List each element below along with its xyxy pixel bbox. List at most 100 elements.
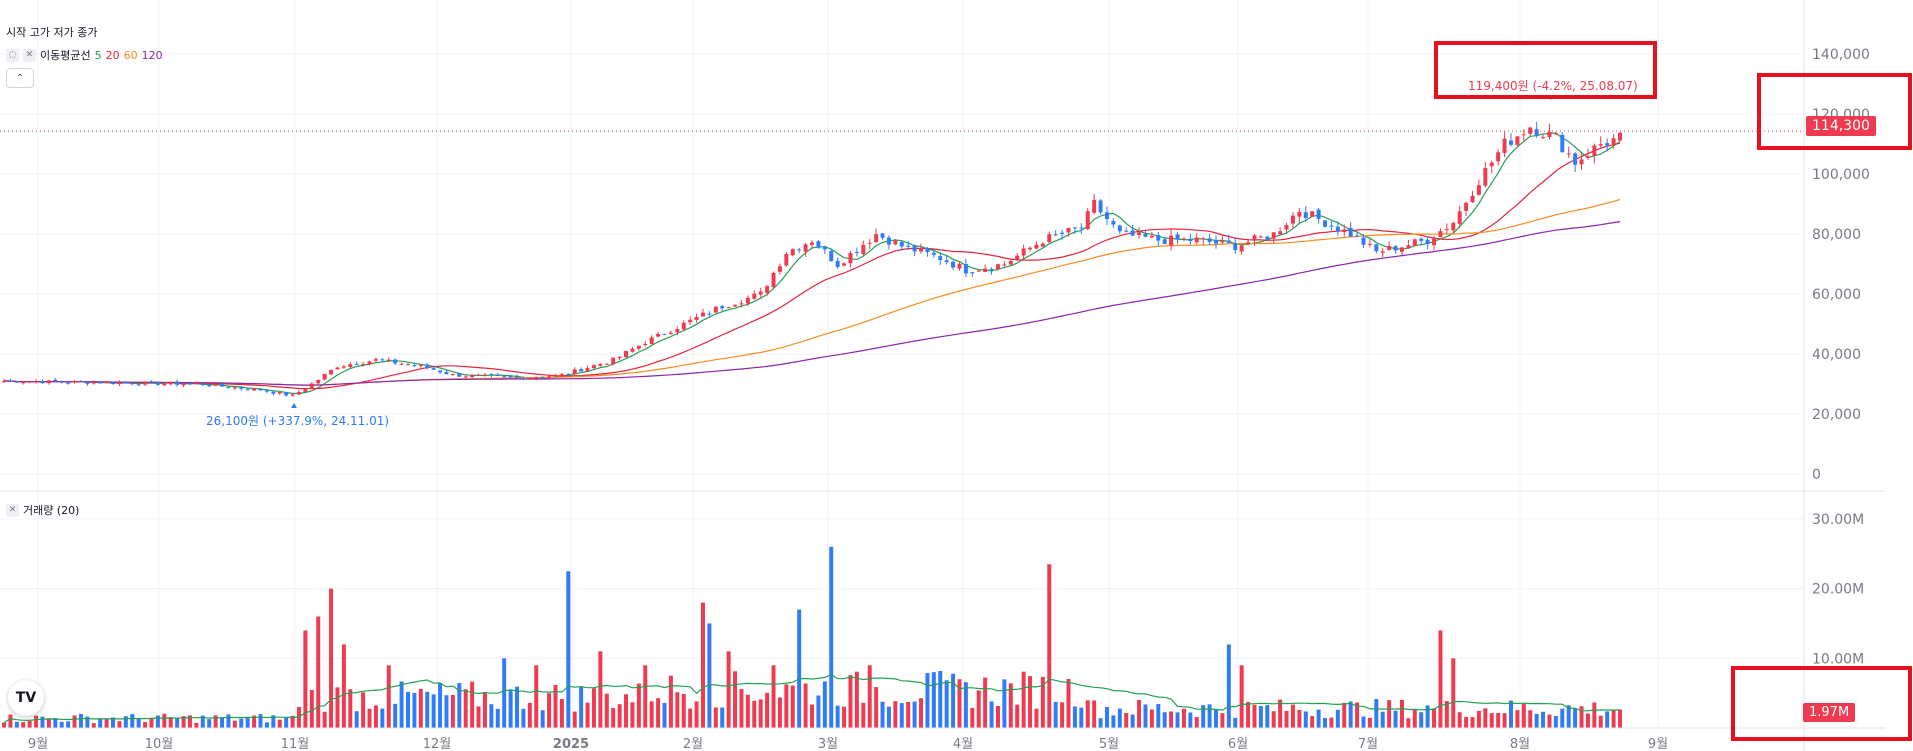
candle-body <box>656 333 661 337</box>
volume-bar <box>1040 676 1045 728</box>
volume-bar <box>912 701 917 728</box>
candle-body <box>1380 251 1385 253</box>
volume-bar <box>380 708 385 728</box>
ma-period-5: 5 <box>94 48 102 62</box>
candle-body <box>1169 235 1174 246</box>
volume-bar <box>21 722 26 728</box>
candle-body <box>1496 152 1501 162</box>
candle-body <box>168 381 173 385</box>
close-icon[interactable]: ✕ <box>23 48 36 62</box>
volume-bar <box>1034 708 1039 728</box>
candle-body <box>970 272 975 274</box>
volume-bar <box>1457 712 1462 728</box>
candle-body <box>1130 230 1135 236</box>
ma120-line <box>4 221 1621 386</box>
candle-body <box>1592 145 1597 156</box>
volume-bar <box>162 713 167 728</box>
volume-bar <box>1028 676 1033 728</box>
volume-bar <box>1220 713 1225 728</box>
candle-body <box>21 382 26 384</box>
candle-body <box>8 380 13 382</box>
candle-body <box>213 384 218 386</box>
volume-bar <box>861 702 866 728</box>
volume-bar <box>284 716 289 728</box>
volume-bar <box>149 718 154 728</box>
close-icon[interactable]: ✕ <box>6 503 19 517</box>
volume-bar <box>213 715 218 728</box>
ma20-line <box>4 142 1621 390</box>
volume-bar <box>1508 700 1513 728</box>
candle-body <box>1585 156 1590 158</box>
candle-body <box>1246 242 1251 245</box>
ma-legend[interactable]: ◌ ✕ 이동평균선 5 20 60 120 <box>6 47 163 63</box>
candle-body <box>1047 234 1052 242</box>
volume-bar <box>175 718 180 728</box>
candle-body <box>707 313 712 315</box>
candle-body <box>803 244 808 252</box>
candle-body <box>1528 127 1533 134</box>
candle-body <box>919 248 924 252</box>
highlight-box-last-volume <box>1731 666 1912 741</box>
volume-bar <box>790 685 795 728</box>
volume-bar <box>1246 701 1251 728</box>
candle-body <box>835 260 840 267</box>
candle-body <box>444 371 449 375</box>
candle-body <box>694 316 699 321</box>
candle-body <box>1553 133 1558 135</box>
volume-bar <box>963 682 968 728</box>
volume-bar <box>1579 706 1584 728</box>
volume-bar <box>14 721 19 728</box>
volume-bar <box>470 681 475 728</box>
volume-bar <box>810 704 814 728</box>
volume-bar <box>1380 711 1385 728</box>
volume-bar <box>1060 702 1065 728</box>
candle-body <box>630 348 635 352</box>
candle-body <box>1547 131 1552 137</box>
candle-body <box>1072 227 1077 229</box>
ma-period-120: 120 <box>141 48 163 62</box>
volume-bar <box>899 703 904 728</box>
volume-bar <box>1188 712 1193 728</box>
candle-body <box>989 268 994 270</box>
candle-body <box>258 388 263 391</box>
volume-bar <box>1162 712 1167 728</box>
eye-off-icon[interactable]: ◌ <box>6 48 19 62</box>
volume-bar <box>425 691 430 728</box>
price-tick-label: 80,000 <box>1812 227 1861 243</box>
volume-bar <box>681 693 686 728</box>
volume-bar <box>976 690 981 728</box>
candle-body <box>1476 185 1481 195</box>
volume-legend[interactable]: ✕ 거래량 (20) <box>6 502 79 518</box>
x-tick-label: 3월 <box>818 737 838 751</box>
volume-bar <box>66 721 71 728</box>
candle-body <box>816 241 821 248</box>
volume-bar <box>348 689 353 728</box>
volume-bar <box>1399 700 1404 728</box>
volume-bar <box>1329 717 1334 728</box>
candle-body <box>1117 225 1122 232</box>
volume-tick-label: 10.00M <box>1812 651 1864 667</box>
volume-bar <box>752 700 757 728</box>
volume-bar <box>765 692 770 728</box>
candle-body <box>829 250 834 262</box>
highlight-box-last-price <box>1757 73 1912 150</box>
volume-bar <box>1316 709 1321 728</box>
candle-body <box>1560 134 1565 153</box>
candle-body <box>245 389 250 391</box>
volume-bar <box>1181 708 1186 728</box>
volume-bar <box>1258 705 1263 728</box>
collapse-legend-button[interactable]: ⌃ <box>6 68 34 88</box>
volume-ma-line <box>3 673 1621 724</box>
volume-bar <box>1528 710 1533 728</box>
candle-body <box>662 333 667 335</box>
last-price-tag: 114,300 <box>1806 116 1876 136</box>
candle-body <box>899 241 904 247</box>
candle-body <box>149 381 154 383</box>
tradingview-logo[interactable]: TV <box>8 680 44 716</box>
volume-bar <box>566 571 571 728</box>
candle-body <box>1239 245 1244 252</box>
candle-body <box>72 381 77 383</box>
candle-body <box>1470 195 1475 203</box>
candle-body <box>1393 246 1398 251</box>
